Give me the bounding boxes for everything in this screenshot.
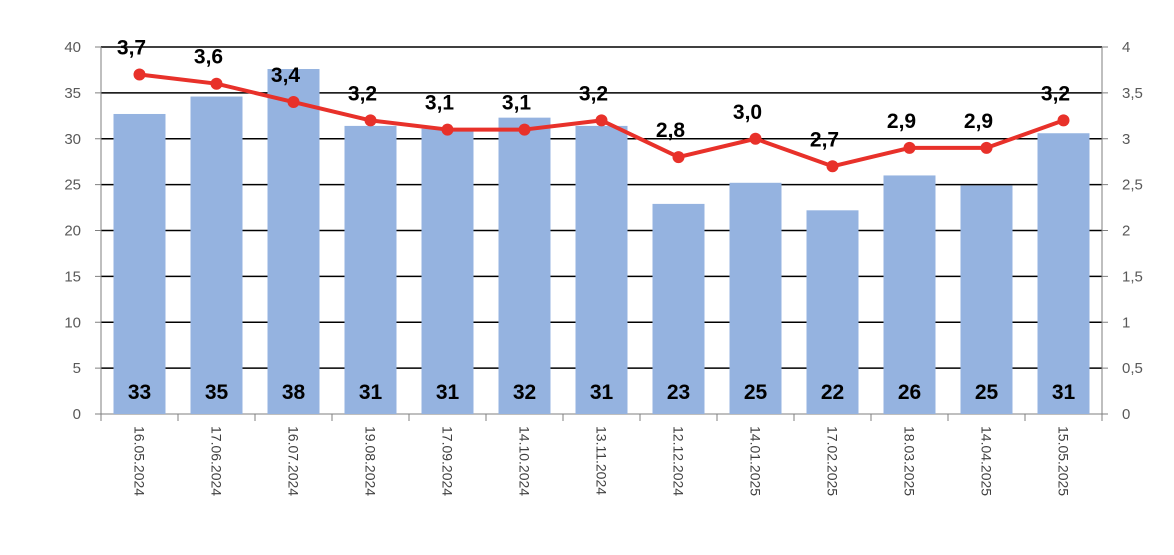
y-right-tick-label: 2,5 — [1122, 177, 1143, 194]
x-tick-label: 19.08.2024 — [363, 426, 379, 496]
line-data-label: 3,1 — [502, 92, 532, 115]
y-left-tick-label: 40 — [64, 39, 81, 56]
y-left-tick-label: 25 — [64, 177, 81, 194]
line-data-label: 3,1 — [425, 92, 455, 115]
x-tick-label: 18.03.2025 — [902, 426, 918, 496]
bar-data-label: 32 — [513, 381, 536, 404]
y-left-tick-label: 20 — [64, 223, 81, 240]
bar-data-label: 25 — [744, 381, 768, 404]
bar-data-label: 38 — [282, 381, 306, 404]
line-point — [518, 123, 531, 136]
y-right-tick-label: 2 — [1122, 223, 1130, 240]
bar-series — [113, 69, 1090, 415]
bar-data-label: 22 — [821, 381, 844, 404]
y-axis-right: 0 0,5 1 1,5 2 2,5 3 3,5 4 — [1102, 39, 1143, 423]
line-point — [980, 141, 993, 154]
bar — [1037, 133, 1090, 414]
bar-data-label: 31 — [359, 381, 383, 404]
line-data-label: 3,0 — [733, 101, 762, 124]
line-data-label: 3,2 — [579, 82, 608, 105]
bar-data-label: 26 — [898, 381, 921, 404]
line-point — [441, 123, 454, 136]
line-data-label: 3,2 — [348, 82, 377, 105]
line-point — [672, 151, 685, 164]
line-data-label: 2,7 — [810, 128, 839, 151]
bar — [421, 128, 474, 414]
x-axis: 16.05.2024 17.06.2024 16.07.2024 19.08.2024… — [100, 414, 1103, 496]
bar — [190, 96, 243, 415]
line-data-labels: 3,7 3,6 3,4 3,2 3,1 3,1 3,2 2,8 3,0 2,7 2,9 2,9 3,2 — [117, 37, 1070, 152]
x-tick-label: 17.06.2024 — [209, 426, 225, 496]
line-data-label: 2,8 — [656, 119, 686, 142]
line-point — [595, 114, 608, 127]
bar-data-label: 31 — [1052, 381, 1076, 404]
x-tick-label: 13.11.2024 — [594, 426, 610, 495]
bar — [806, 210, 859, 414]
y-right-tick-label: 0 — [1122, 406, 1130, 423]
y-right-tick-label: 3,5 — [1122, 85, 1143, 102]
line-point — [364, 114, 377, 127]
line-point — [749, 132, 762, 145]
x-tick-label: 16.07.2024 — [286, 426, 302, 496]
bar — [113, 113, 166, 414]
x-tick-label: 16.05.2024 — [132, 426, 148, 496]
bar-data-label: 35 — [205, 381, 229, 404]
x-tick-label: 14.01.2025 — [748, 426, 764, 496]
bar — [498, 117, 551, 415]
bar — [575, 125, 628, 414]
line-point — [903, 141, 916, 154]
bar — [652, 203, 705, 414]
x-tick-label: 15.05.2025 — [1056, 426, 1072, 496]
line-data-label: 3,7 — [117, 37, 146, 60]
line-data-label: 3,4 — [271, 64, 301, 87]
x-tick-label: 12.12.2024 — [671, 426, 687, 496]
line-point — [826, 160, 839, 173]
bar-data-label: 23 — [667, 381, 690, 404]
line-points — [133, 68, 1070, 173]
y-right-tick-label: 0,5 — [1122, 360, 1143, 377]
line-data-label: 2,9 — [964, 110, 993, 133]
x-tick-label: 17.02.2025 — [825, 426, 841, 496]
line-point — [1057, 114, 1070, 127]
bar-data-label: 31 — [590, 381, 614, 404]
bar-data-label: 31 — [436, 381, 460, 404]
line-point — [210, 77, 223, 90]
bar — [267, 69, 320, 415]
x-tick-label: 14.04.2025 — [979, 426, 995, 496]
y-right-tick-label: 3 — [1122, 131, 1130, 148]
bar-data-labels: 33 35 38 31 31 32 31 23 25 22 26 25 31 — [128, 381, 1076, 404]
line-data-label: 2,9 — [887, 110, 916, 133]
line-data-label: 3,6 — [194, 46, 223, 69]
y-left-tick-label: 15 — [64, 268, 81, 285]
y-right-tick-label: 1,5 — [1122, 268, 1143, 285]
line-point — [287, 96, 300, 109]
bar — [729, 182, 782, 414]
x-tick-label: 17.09.2024 — [440, 426, 456, 496]
bar-data-label: 33 — [128, 381, 151, 404]
y-right-tick-label: 4 — [1122, 39, 1130, 56]
y-axis-left: 0 5 10 15 20 25 30 35 40 — [64, 39, 101, 423]
bar — [883, 175, 936, 414]
bar — [960, 185, 1013, 414]
bar — [344, 125, 397, 414]
y-left-tick-label: 0 — [73, 406, 81, 423]
line-data-label: 3,2 — [1041, 82, 1070, 105]
bar-data-label: 25 — [975, 381, 999, 404]
y-left-tick-label: 5 — [73, 360, 81, 377]
y-right-tick-label: 1 — [1122, 314, 1130, 331]
y-left-tick-label: 30 — [64, 131, 81, 148]
y-left-tick-label: 10 — [64, 314, 81, 331]
x-tick-label: 14.10.2024 — [517, 426, 533, 496]
y-left-tick-label: 35 — [64, 85, 81, 102]
line-point — [133, 68, 146, 81]
